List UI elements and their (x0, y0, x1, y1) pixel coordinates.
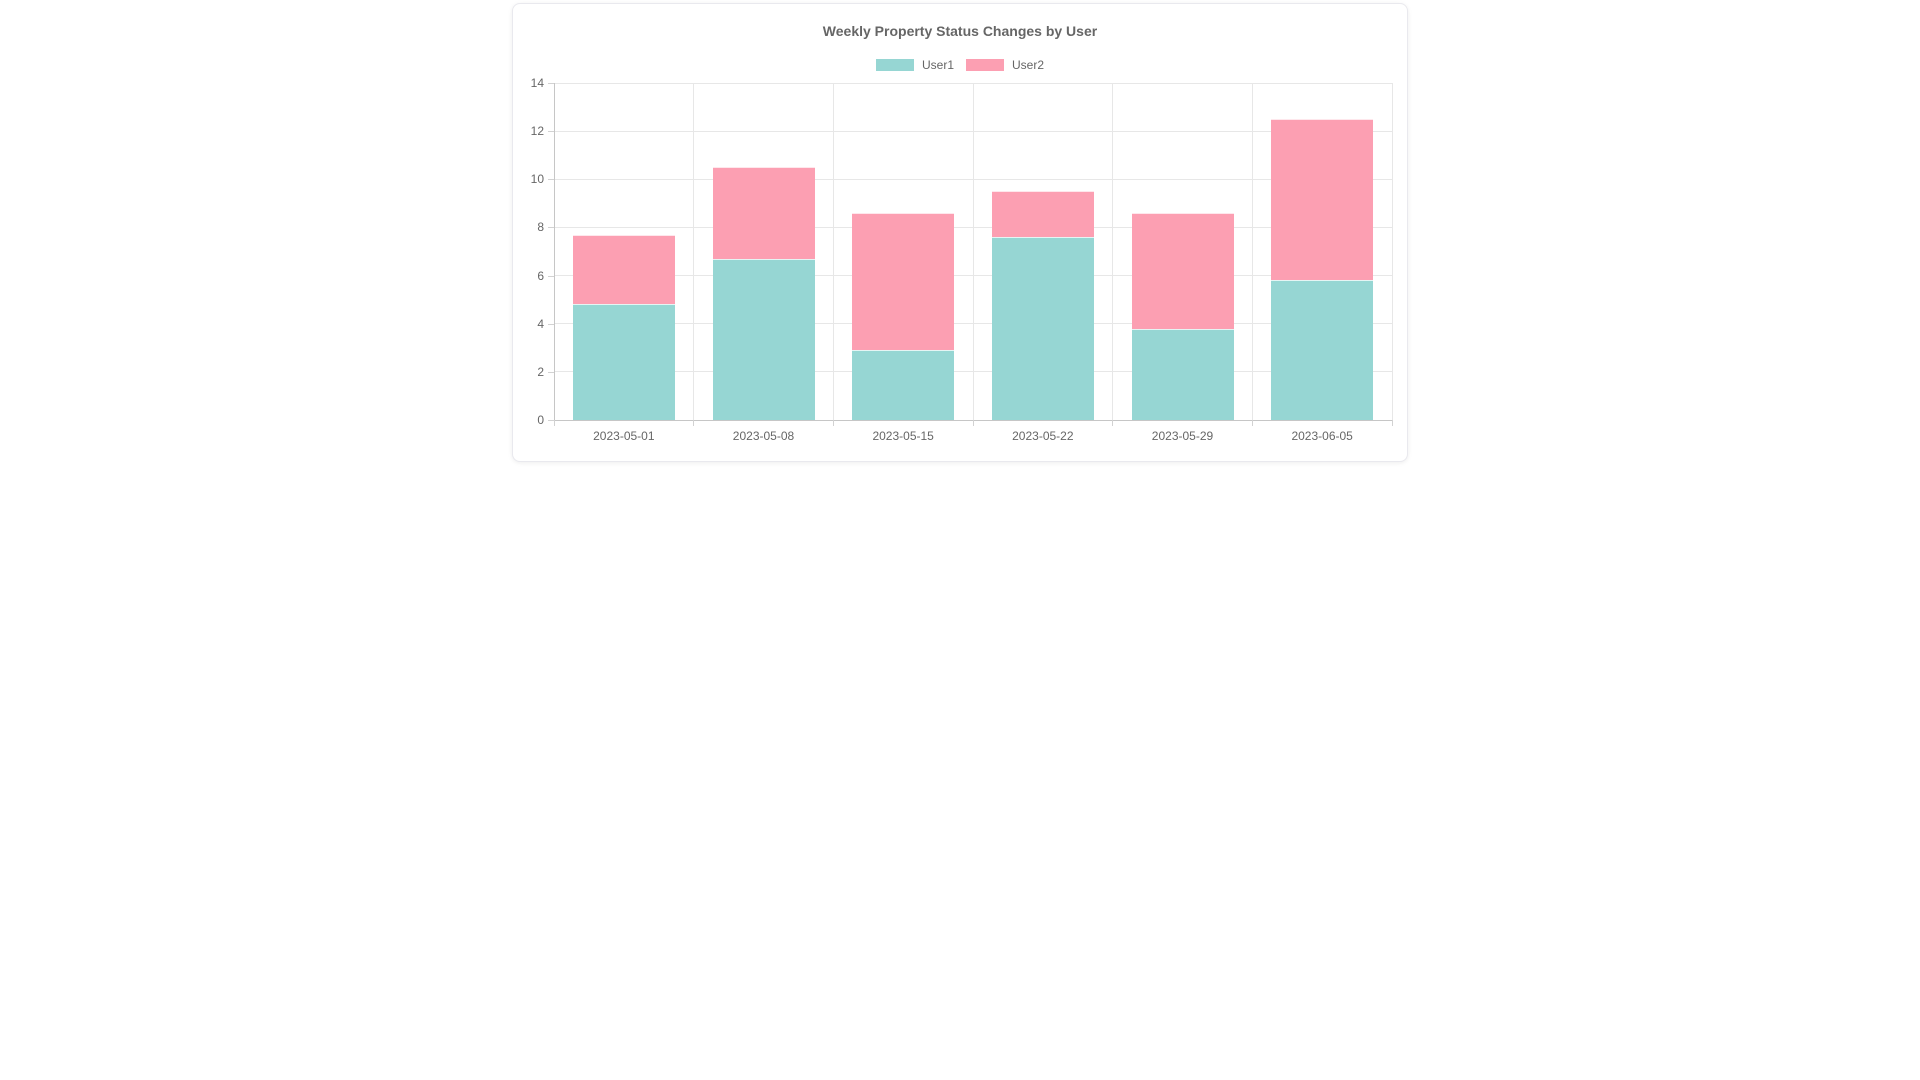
chart-legend: User1 User2 (513, 59, 1407, 71)
bar-segment-user2 (572, 234, 675, 305)
bar-segment-user1 (1271, 280, 1374, 420)
chart-card: Weekly Property Status Changes by User U… (512, 3, 1408, 462)
chart-title: Weekly Property Status Changes by User (822, 23, 1098, 39)
y-tick-mark (548, 275, 554, 277)
gridline-vertical (1251, 83, 1253, 420)
bar-group (1271, 119, 1374, 420)
y-tick-mark (548, 227, 554, 229)
gridline-vertical (832, 83, 834, 420)
bar-group (852, 213, 955, 420)
legend-label: User1 (921, 58, 954, 72)
x-tick-label: 2023-05-08 (732, 429, 795, 443)
x-tick-mark (1251, 420, 1253, 426)
bar-segment-user2 (991, 191, 1094, 238)
gridline-vertical (972, 83, 974, 420)
y-tick-label: 2 (537, 364, 544, 379)
gridline-vertical (1391, 83, 1393, 420)
x-tick-label: 2023-05-22 (1012, 429, 1074, 443)
y-tick-mark (548, 420, 554, 421)
y-tick-label: 10 (530, 172, 544, 187)
legend-swatch-user2 (966, 59, 1004, 71)
bar-segment-user1 (1131, 328, 1234, 420)
y-axis-line (553, 83, 555, 420)
x-tick-label: 2023-05-29 (1151, 429, 1214, 443)
y-tick-label: 8 (537, 220, 544, 235)
bar-group (572, 234, 675, 420)
plot-area (553, 82, 1393, 421)
bar-segment-user1 (852, 350, 955, 420)
y-tick-label: 12 (530, 124, 544, 139)
bar-segment-user2 (1271, 119, 1374, 281)
bar-group (991, 191, 1094, 420)
x-tick-mark (832, 420, 834, 426)
bar-segment-user2 (1131, 213, 1234, 329)
x-tick-label: 2023-05-01 (593, 429, 655, 443)
y-tick-mark (548, 371, 554, 373)
legend-item-user2[interactable]: User2 (966, 59, 1044, 71)
x-tick-mark (1112, 420, 1114, 426)
y-tick-label: 4 (537, 316, 544, 331)
y-tick-mark (548, 179, 554, 181)
y-tick-mark (548, 83, 554, 84)
bar-segment-user2 (852, 213, 955, 351)
x-tick-mark (972, 420, 974, 426)
gridline-vertical (1112, 83, 1114, 420)
bar-segment-user1 (991, 237, 1094, 420)
x-tick-label: 2023-06-05 (1291, 429, 1353, 443)
y-tick-mark (548, 323, 554, 325)
x-tick-mark (693, 420, 695, 426)
x-tick-mark (1391, 420, 1393, 426)
x-tick-mark (553, 420, 555, 426)
y-tick-label: 0 (537, 413, 544, 427)
gridline-vertical (693, 83, 695, 420)
x-tick-label: 2023-05-15 (872, 429, 934, 443)
bar-segment-user2 (712, 167, 815, 259)
y-tick-mark (548, 131, 554, 133)
bar-group (712, 167, 815, 420)
legend-item-user1[interactable]: User1 (875, 58, 954, 72)
bar-group (1131, 213, 1234, 420)
legend-label: User2 (1012, 58, 1045, 72)
bar-segment-user1 (572, 304, 675, 420)
bar-segment-user1 (712, 258, 815, 420)
legend-swatch-user1 (875, 59, 914, 71)
y-tick-label: 6 (537, 268, 544, 283)
y-tick-label: 14 (530, 76, 544, 90)
